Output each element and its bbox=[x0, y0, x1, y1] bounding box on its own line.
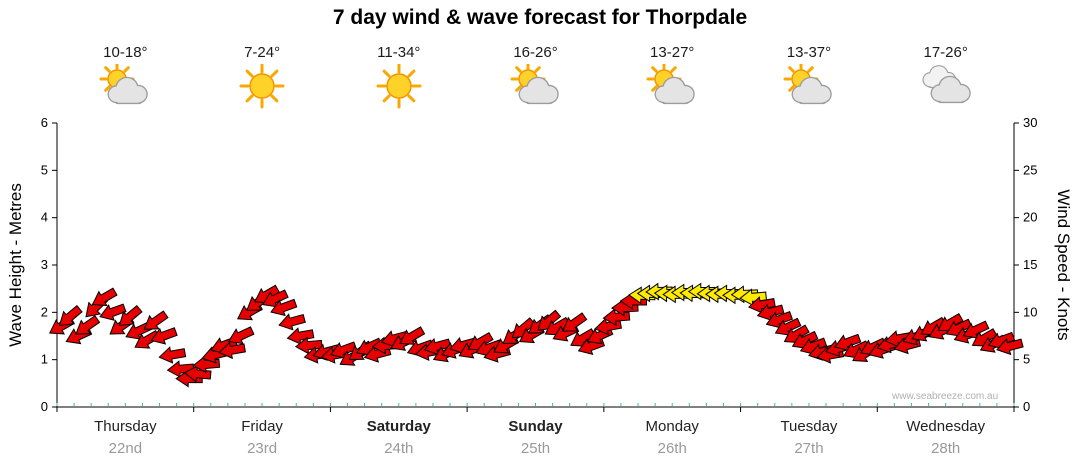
page-title: 7 day wind & wave forecast for Thorpdale bbox=[332, 6, 748, 29]
temp-range-wednesday: 17-26° bbox=[923, 44, 968, 61]
svg-text:20: 20 bbox=[1023, 210, 1037, 225]
svg-text:15: 15 bbox=[1023, 257, 1037, 272]
day-label-sunday: Sunday bbox=[508, 418, 563, 435]
svg-text:0: 0 bbox=[41, 399, 48, 414]
cloudy-icon bbox=[920, 64, 972, 110]
day-label-thursday: Thursday bbox=[94, 418, 157, 435]
day-label-row: Thursday 22nd Friday 23rd Saturday 24th … bbox=[57, 418, 1014, 457]
partly-cloudy-icon bbox=[646, 61, 698, 110]
partly-cloudy-icon bbox=[783, 61, 835, 110]
temp-range-monday: 13-27° bbox=[650, 44, 695, 61]
partly-cloudy-icon bbox=[99, 61, 151, 110]
date-label-26th: 26th bbox=[657, 440, 687, 457]
svg-text:3: 3 bbox=[41, 257, 48, 272]
sunny-icon bbox=[373, 63, 425, 110]
date-label-27th: 27th bbox=[794, 440, 824, 457]
svg-text:30: 30 bbox=[1023, 115, 1037, 130]
svg-text:6: 6 bbox=[41, 115, 48, 130]
day-label-wednesday: Wednesday bbox=[906, 418, 986, 435]
weather-icon-row bbox=[57, 61, 1014, 112]
day-label-tuesday: Tuesday bbox=[780, 418, 838, 435]
sunny-icon bbox=[236, 63, 288, 110]
temperature-row: 10-18° 7-24° 11-34° 16-26° 13-27° 13-37°… bbox=[57, 44, 1014, 62]
date-label-23rd: 23rd bbox=[247, 440, 278, 457]
date-label-24th: 24th bbox=[384, 440, 414, 457]
partly-cloudy-icon bbox=[510, 61, 562, 110]
svg-text:2: 2 bbox=[41, 304, 48, 319]
temp-range-thursday: 10-18° bbox=[103, 44, 148, 61]
temp-range-sunday: 16-26° bbox=[513, 44, 558, 61]
svg-text:25: 25 bbox=[1023, 162, 1037, 177]
date-label-25th: 25th bbox=[520, 440, 551, 457]
temp-range-friday: 7-24° bbox=[244, 44, 281, 61]
temp-range-tuesday: 13-37° bbox=[786, 44, 832, 61]
date-label-22nd: 22nd bbox=[108, 440, 143, 457]
day-label-saturday: Saturday bbox=[366, 418, 431, 435]
temp-range-saturday: 11-34° bbox=[377, 44, 421, 61]
svg-text:5: 5 bbox=[1023, 352, 1030, 367]
svg-text:4: 4 bbox=[41, 210, 48, 225]
svg-text:1: 1 bbox=[41, 352, 48, 367]
svg-text:10: 10 bbox=[1023, 304, 1037, 319]
day-label-monday: Monday bbox=[645, 418, 699, 435]
day-label-friday: Friday bbox=[241, 418, 283, 435]
watermark: www.seabreeze.com.au bbox=[892, 391, 999, 402]
svg-text:0: 0 bbox=[1023, 399, 1030, 414]
date-label-28th: 28th bbox=[931, 440, 961, 457]
svg-text:5: 5 bbox=[41, 162, 48, 177]
